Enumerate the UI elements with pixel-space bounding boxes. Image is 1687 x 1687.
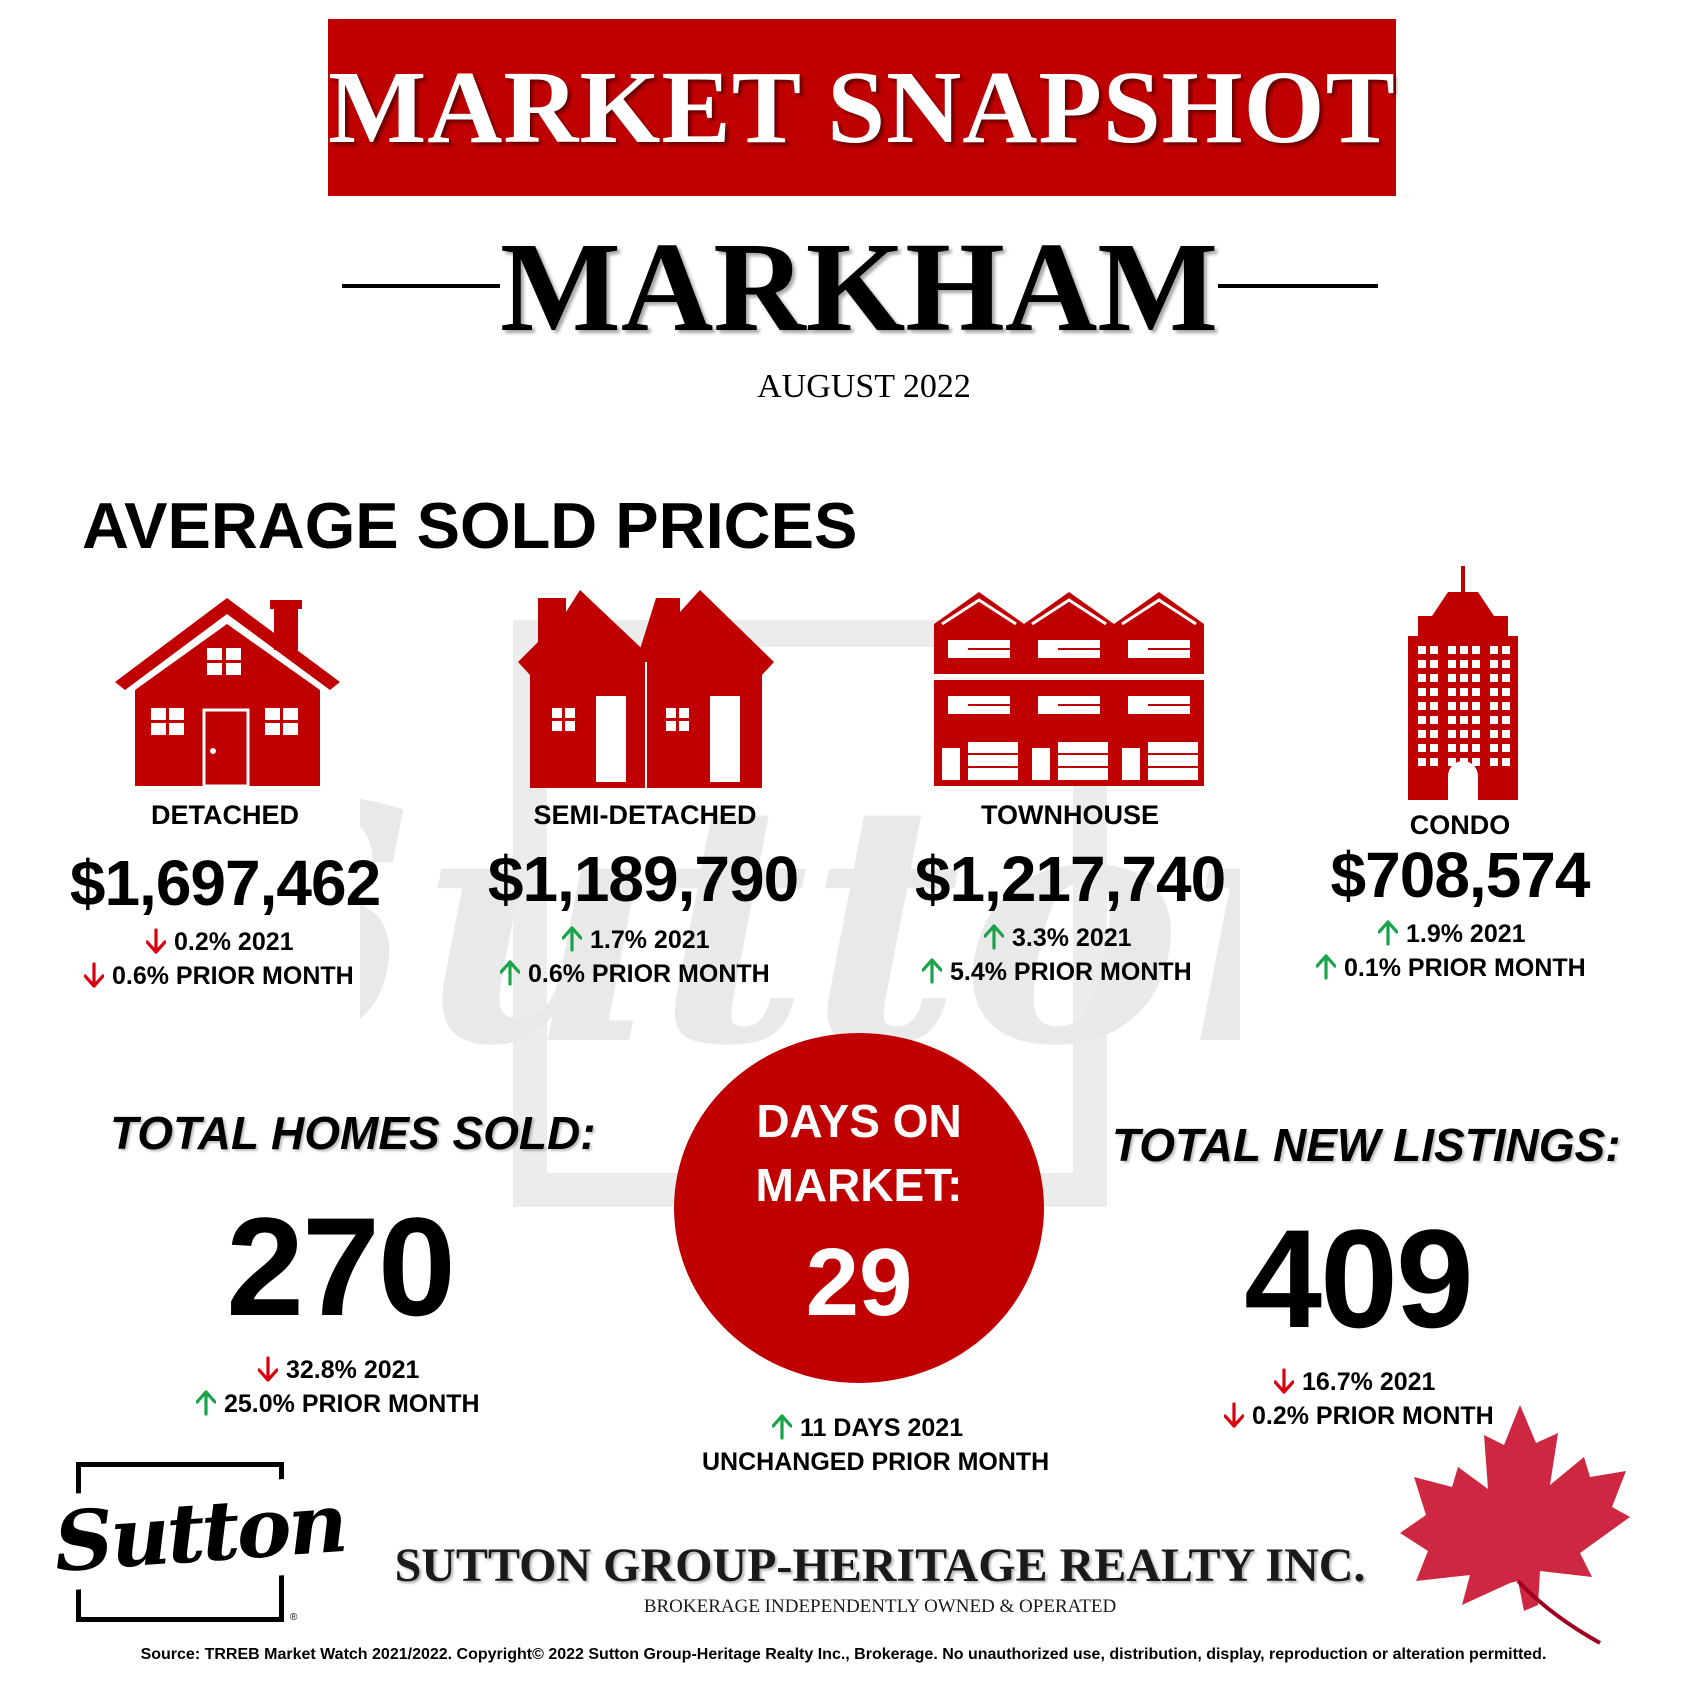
days-on-market-circle: DAYS ON MARKET: 29 [674,1033,1044,1383]
arrow-up-icon [921,958,943,984]
days-on-market-value: 29 [805,1229,913,1336]
type-label-detached: DETACHED [151,800,299,830]
change-text: 0.6% PRIOR MONTH [528,960,770,988]
change-text: 11 DAYS 2021 [800,1414,964,1442]
townhouse-icon [934,592,1204,786]
type-label-condo: CONDO [1409,810,1511,840]
new-listings-change-year: 16.7% 2021 [1273,1368,1436,1397]
registered-mark: ® [290,1612,298,1623]
change-text: 0.6% PRIOR MONTH [112,962,354,990]
report-month: AUGUST 2022 [757,368,971,405]
change-text: 1.7% 2021 [590,926,710,954]
type-label-semi-detached: SEMI-DETACHED [533,800,757,830]
change-text: 0.1% PRIOR MONTH [1344,954,1586,982]
price-townhouse: $1,217,740 [914,843,1226,915]
source-note: Source: TRREB Market Watch 2021/2022. Co… [140,1646,1547,1663]
days-on-market-label-line2: MARKET: [755,1159,963,1211]
days-on-market-label-line1: DAYS ON [756,1095,962,1147]
maple-leaf-icon [1400,1405,1630,1645]
arrow-up-icon [983,924,1005,950]
city-name: MARKHAM [500,216,1219,358]
arrow-up-icon [771,1414,793,1440]
change-month-semi-detached: 0.6% PRIOR MONTH [499,960,770,989]
change-text: 32.8% 2021 [286,1356,420,1384]
homes-sold-change-year: 32.8% 2021 [257,1356,420,1385]
arrow-up-icon [1315,954,1337,980]
change-year-detached: 0.2% 2021 [145,928,294,957]
change-year-condo: 1.9% 2021 [1377,920,1526,949]
change-text: 0.2% 2021 [174,928,294,956]
change-text: 0.2% PRIOR MONTH [1252,1402,1494,1430]
title-banner: MARKET SNAPSHOT [328,19,1396,196]
change-year-semi-detached: 1.7% 2021 [561,926,710,955]
price-detached: $1,697,462 [69,847,381,919]
arrow-up-icon [1377,920,1399,946]
semi-detached-house-icon [518,590,774,788]
days-on-market-label: DAYS ON MARKET: [674,1089,1044,1217]
arrow-down-icon [257,1356,279,1382]
sutton-logo-icon: Sutton [49,1474,350,1592]
arrow-up-icon [499,960,521,986]
type-label-townhouse: TOWNHOUSE [980,800,1159,830]
new-listings-value: 409 [1244,1200,1474,1357]
days-on-market-change-month: UNCHANGED PRIOR MONTH [702,1448,1050,1476]
arrow-down-icon [1273,1368,1295,1394]
arrow-down-icon [145,928,167,954]
change-month-detached: 0.6% PRIOR MONTH [83,962,354,991]
change-text: 1.9% 2021 [1406,920,1526,948]
arrow-down-icon [1223,1402,1245,1428]
arrow-down-icon [83,962,105,988]
days-on-market-change-year: 11 DAYS 2021 [771,1414,964,1443]
price-semi-detached: $1,189,790 [487,843,799,915]
arrow-up-icon [195,1390,217,1416]
price-condo: $708,574 [1330,839,1591,911]
change-month-condo: 0.1% PRIOR MONTH [1315,954,1586,983]
change-text: 25.0% PRIOR MONTH [224,1390,480,1418]
change-month-townhouse: 5.4% PRIOR MONTH [921,958,1192,987]
page-title: MARKET SNAPSHOT [328,50,1396,165]
change-text: 5.4% PRIOR MONTH [950,958,1192,986]
homes-sold-change-month: 25.0% PRIOR MONTH [195,1390,480,1419]
new-listings-change-month: 0.2% PRIOR MONTH [1223,1402,1494,1431]
new-listings-label: TOTAL NEW LISTINGS: [1112,1119,1621,1171]
change-text: 3.3% 2021 [1012,924,1132,952]
homes-sold-value: 270 [226,1188,456,1345]
arrow-up-icon [561,926,583,952]
section-heading: AVERAGE SOLD PRICES [82,489,858,562]
change-year-townhouse: 3.3% 2021 [983,924,1132,953]
condo-tower-icon [1408,566,1518,800]
city-divider-right [1218,284,1378,288]
change-text: 16.7% 2021 [1302,1368,1436,1396]
detached-house-icon [115,598,340,786]
homes-sold-label: TOTAL HOMES SOLD: [110,1107,596,1159]
city-divider-left [342,284,500,288]
company-name: SUTTON GROUP-HERITAGE REALTY INC. [394,1539,1366,1592]
company-tagline: BROKERAGE INDEPENDENTLY OWNED & OPERATED [643,1596,1117,1617]
